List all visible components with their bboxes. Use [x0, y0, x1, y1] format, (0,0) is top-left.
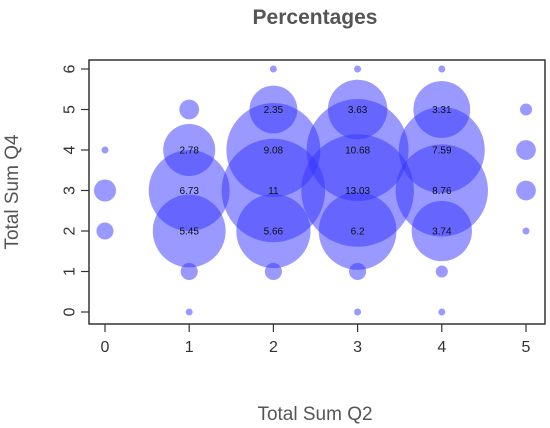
bubble-0-2: [96, 222, 114, 240]
bubble-1-5: [179, 99, 200, 120]
x-tick-label: 5: [522, 339, 531, 356]
y-tick-label: 0: [62, 307, 79, 316]
y-tick-label: 5: [62, 105, 79, 114]
plot-frame: [88, 59, 546, 325]
x-tick-label: 1: [185, 339, 194, 356]
bubble-1-2: [152, 194, 226, 268]
bubbles-layer: [93, 65, 536, 316]
bubble-3-5: [327, 79, 388, 140]
bubble-5-3: [516, 180, 536, 201]
bubble-2-1: [264, 262, 282, 281]
bubble-label-3-2: 6.2: [351, 227, 365, 238]
x-tick-label: 4: [437, 339, 446, 356]
bubble-1-4: [163, 123, 216, 177]
bubble-label-2-4: 9.08: [264, 146, 284, 157]
x-tick-label: 3: [353, 339, 362, 356]
bubble-labels-layer: 5.45 6.73 2.78 5.66 11 9.08 2.35 6.2 13.03 10.68 3…: [179, 105, 452, 238]
bubble-0-4: [101, 146, 109, 154]
bubble-2-5: [249, 85, 298, 134]
bubble-label-4-4: 7.59: [432, 146, 452, 157]
bubble-4-2: [411, 200, 472, 262]
bubble-2-6: [269, 65, 277, 73]
bubble-2-2: [236, 193, 311, 269]
bubble-3-0: [354, 308, 362, 316]
bubble-4-0: [438, 308, 446, 316]
bubble-label-4-2: 3.74: [432, 227, 452, 238]
bubble-3-1: [349, 262, 367, 281]
x-axis: 0 1 2 3 4 5: [101, 324, 531, 356]
bubble-4-1: [435, 265, 448, 278]
bubble-label-2-5: 2.35: [264, 105, 284, 116]
bubble-5-4: [516, 140, 536, 160]
chart-title: Percentages: [253, 6, 378, 29]
bubble-label-1-2: 5.45: [179, 227, 199, 238]
bubble-label-4-3: 8.76: [432, 186, 452, 197]
y-tick-label: 1: [62, 267, 79, 276]
bubble-label-3-4: 10.68: [345, 146, 370, 157]
bubble-1-1: [180, 262, 198, 281]
x-tick-label: 0: [101, 339, 110, 356]
bubble-5-5: [519, 103, 533, 116]
y-tick-label: 3: [62, 186, 79, 195]
bubble-5-2: [522, 227, 530, 235]
bubble-3-6: [354, 65, 362, 73]
bubble-4-4: [398, 107, 485, 193]
x-tick-label: 2: [269, 339, 278, 356]
bubble-2-4: [226, 102, 321, 198]
bubble-label-1-3: 6.73: [179, 186, 199, 197]
bubble-label-4-5: 3.31: [432, 105, 452, 116]
bubble-0-3: [93, 179, 117, 202]
bubble-label-3-5: 3.63: [348, 105, 368, 116]
y-tick-label: 2: [62, 226, 79, 235]
bubble-1-0: [185, 308, 193, 316]
bubble-4-5: [413, 81, 471, 138]
y-axis-title: Total Sum Q4: [2, 134, 23, 250]
x-axis-title: Total Sum Q2: [257, 404, 372, 425]
y-axis: 0 1 2 3 4 5 6: [62, 64, 89, 316]
y-tick-label: 4: [62, 145, 79, 154]
y-tick-label: 6: [62, 64, 79, 73]
bubble-4-6: [438, 65, 446, 73]
bubble-label-2-3: 11: [268, 186, 279, 197]
bubble-label-3-3: 13.03: [345, 186, 370, 197]
bubble-label-2-2: 5.66: [264, 227, 284, 238]
bubble-label-1-4: 2.78: [179, 146, 199, 157]
bubble-3-2: [318, 192, 397, 270]
